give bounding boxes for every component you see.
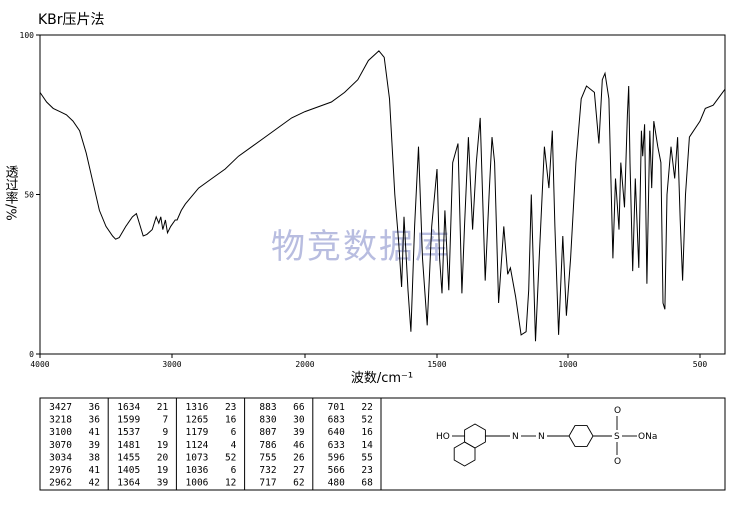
transmittance-cell: 26 (293, 452, 305, 463)
wavenumber-cell: 480 (328, 478, 345, 489)
x-tick-label: 1500 (427, 360, 446, 369)
transmittance-cell: 55 (361, 452, 372, 463)
transmittance-cell: 20 (157, 452, 169, 463)
wavenumber-cell: 1316 (186, 402, 209, 413)
wavenumber-cell: 3070 (49, 440, 72, 451)
ring (568, 425, 594, 447)
transmittance-cell: 23 (361, 465, 372, 476)
y-tick-label: 100 (20, 31, 35, 40)
transmittance-cell: 21 (157, 402, 169, 413)
wavenumber-cell: 1634 (117, 402, 140, 413)
table-frame (39, 397, 726, 491)
wavenumber-cell: 1481 (117, 440, 140, 451)
atom-label: S (614, 432, 620, 442)
wavenumber-cell: 701 (328, 402, 345, 413)
wavenumber-cell: 883 (259, 402, 276, 413)
wavenumber-cell: 807 (259, 427, 276, 438)
wavenumber-cell: 1036 (186, 465, 209, 476)
atom-label: N (538, 432, 545, 442)
wavenumber-cell: 3100 (49, 427, 72, 438)
wavenumber-cell: 755 (259, 452, 276, 463)
wavenumber-cell: 1073 (186, 452, 209, 463)
atom-label: ONa (638, 432, 657, 442)
transmittance-cell: 46 (293, 440, 305, 451)
wavenumber-cell: 3034 (49, 452, 72, 463)
x-tick-label: 500 (693, 360, 708, 369)
transmittance-cell: 16 (361, 427, 373, 438)
transmittance-cell: 39 (157, 478, 169, 489)
wavenumber-cell: 1364 (117, 478, 140, 489)
y-axis-label: 透过率/% (3, 165, 19, 221)
transmittance-cell: 42 (89, 478, 100, 489)
transmittance-cell: 52 (225, 452, 236, 463)
wavenumber-cell: 717 (259, 478, 276, 489)
transmittance-cell: 9 (162, 427, 168, 438)
wavenumber-cell: 683 (328, 415, 345, 426)
wavenumber-cell: 732 (259, 465, 276, 476)
transmittance-cell: 52 (361, 415, 372, 426)
transmittance-cell: 22 (361, 402, 372, 413)
transmittance-cell: 66 (293, 402, 305, 413)
wavenumber-cell: 1179 (186, 427, 209, 438)
wavenumber-cell: 640 (328, 427, 345, 438)
wavenumber-cell: 830 (259, 415, 276, 426)
transmittance-cell: 27 (293, 465, 304, 476)
ring (464, 423, 486, 449)
transmittance-cell: 36 (89, 402, 101, 413)
atom-label: HO (436, 432, 450, 442)
structure (452, 416, 637, 467)
wavenumber-cell: 633 (328, 440, 345, 451)
wavenumber-cell: 1405 (117, 465, 140, 476)
transmittance-cell: 16 (225, 415, 237, 426)
plot-frame (39, 34, 726, 355)
wavenumber-cell: 1265 (186, 415, 209, 426)
transmittance-cell: 14 (361, 440, 373, 451)
transmittance-cell: 62 (293, 478, 304, 489)
wavenumber-cell: 1455 (117, 452, 140, 463)
wavenumber-cell: 596 (328, 452, 345, 463)
ring (453, 441, 476, 467)
wavenumber-cell: 2962 (49, 478, 72, 489)
wavenumber-cell: 566 (328, 465, 345, 476)
transmittance-cell: 30 (293, 415, 305, 426)
transmittance-cell: 36 (89, 415, 101, 426)
wavenumber-cell: 2976 (49, 465, 72, 476)
wavenumber-cell: 1124 (186, 440, 209, 451)
atom-label: N (512, 432, 519, 442)
atom-label: O (614, 457, 621, 467)
transmittance-cell: 23 (225, 402, 236, 413)
transmittance-cell: 6 (231, 427, 237, 438)
wavenumber-cell: 3427 (49, 402, 72, 413)
x-tick-label: 4000 (30, 360, 49, 369)
watermark: 物竞数据库 (271, 227, 451, 267)
y-tick-label: 0 (29, 350, 34, 359)
transmittance-cell: 12 (225, 478, 236, 489)
transmittance-cell: 19 (157, 440, 169, 451)
transmittance-cell: 39 (89, 440, 101, 451)
wavenumber-cell: 1599 (117, 415, 140, 426)
x-tick-label: 2000 (295, 360, 314, 369)
spectrum-line (39, 50, 726, 342)
transmittance-cell: 6 (231, 465, 237, 476)
transmittance-cell: 39 (293, 427, 305, 438)
chart-title: KBr压片法 (38, 12, 105, 28)
x-axis-label: 波数/cm⁻¹ (351, 371, 413, 386)
y-tick-label: 50 (24, 191, 34, 200)
wavenumber-cell: 1006 (186, 478, 209, 489)
wavenumber-cell: 3218 (49, 415, 72, 426)
transmittance-cell: 68 (361, 478, 373, 489)
transmittance-cell: 41 (89, 427, 101, 438)
transmittance-cell: 41 (89, 465, 101, 476)
wavenumber-cell: 786 (259, 440, 276, 451)
transmittance-cell: 7 (162, 415, 168, 426)
transmittance-cell: 4 (231, 440, 237, 451)
x-tick-label: 3000 (162, 360, 181, 369)
transmittance-cell: 19 (157, 465, 169, 476)
x-tick-label: 1000 (558, 360, 577, 369)
wavenumber-cell: 1537 (117, 427, 140, 438)
atom-label: O (614, 406, 621, 416)
transmittance-cell: 38 (89, 452, 101, 463)
